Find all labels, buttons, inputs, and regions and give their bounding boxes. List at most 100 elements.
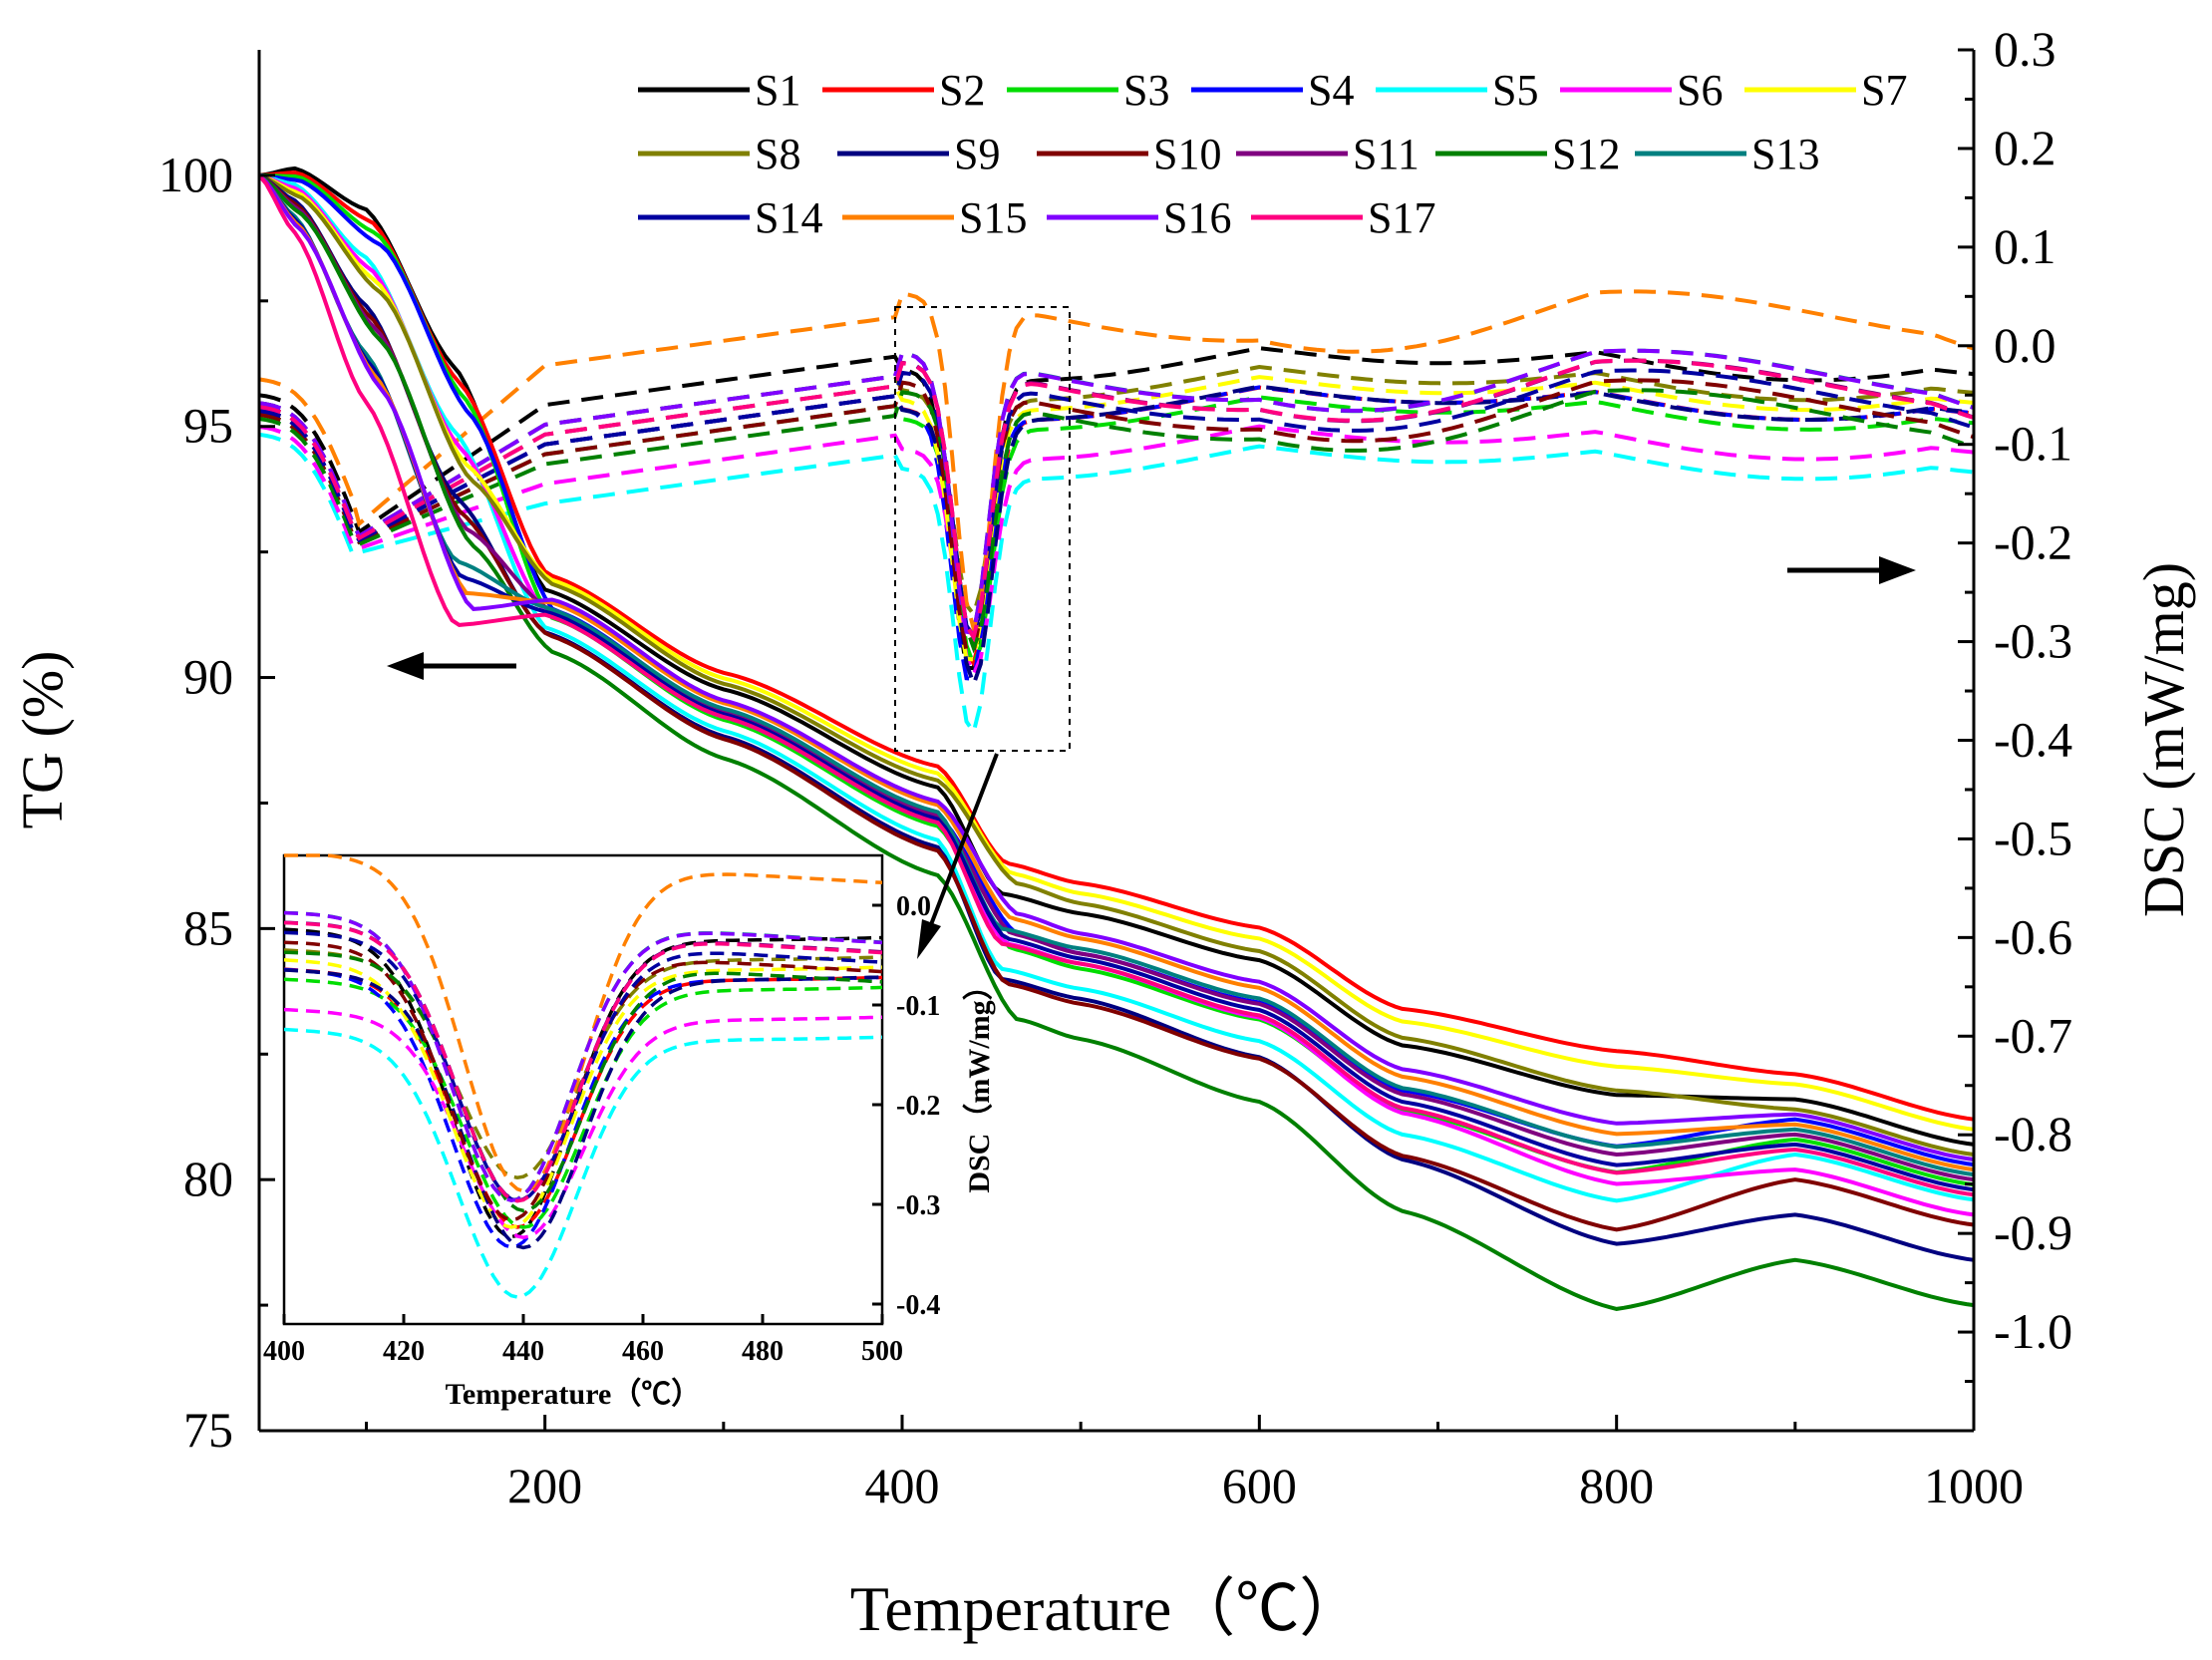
- zoom-arrow-shaft: [928, 753, 999, 928]
- left-tick-label: 80: [183, 1151, 233, 1206]
- inset-dsc-curve-s3: [283, 977, 883, 1229]
- dsc-curve-s10: [258, 378, 1975, 655]
- inset-x-tick-label: 420: [383, 1336, 425, 1367]
- tg-curve-s12: [257, 173, 1975, 1311]
- legend-label-s6: S6: [1677, 66, 1723, 115]
- dsc-curve-s6: [258, 424, 1975, 680]
- main-axes: 200 400 600 800 1000 75 80 85 90 95 100 0.3 0.2 0.1 0.…: [158, 21, 2072, 1513]
- dsc-curve-s17: [258, 358, 1975, 643]
- left-tick-label: 100: [158, 147, 233, 202]
- right-tick-label: -0.1: [1994, 416, 2072, 472]
- right-tick-label: -0.8: [1994, 1106, 2072, 1162]
- legend-label-s15: S15: [959, 193, 1027, 242]
- dsc-curve-s14: [258, 368, 1975, 642]
- inset-dsc-curve-s6: [283, 1007, 883, 1239]
- right-tick-label: 0.3: [1994, 21, 2056, 77]
- right-tick-label: 0.2: [1994, 120, 2056, 175]
- legend-label-s8: S8: [755, 130, 800, 178]
- inset-y-tick-label: -0.4: [896, 1290, 940, 1321]
- inset-y-tick-label: -0.2: [896, 1091, 940, 1122]
- inset-dsc-curve-s14: [283, 930, 883, 1203]
- right-tick-label: -0.9: [1994, 1204, 2072, 1260]
- legend-label-s16: S16: [1163, 193, 1231, 242]
- right-tick-label: -0.5: [1994, 810, 2072, 865]
- right-tick-label: -1.0: [1994, 1303, 2072, 1359]
- x-axis-title: Temperature（℃）: [850, 1573, 1363, 1644]
- inset-dsc-curve-s7: [283, 958, 883, 1229]
- inset-dsc-curve-s5: [283, 1027, 883, 1299]
- legend: S1 S2 S3 S4 S5 S6 S7 S8 S9 S10 S11 S12 S13 S14 S15 S16 S…: [638, 66, 1907, 242]
- left-tick-label: 85: [183, 899, 233, 955]
- dsc-curve-s5: [258, 432, 1975, 738]
- inset-dsc-curve-s2: [283, 967, 883, 1229]
- tg-curve-s5: [258, 172, 1975, 1203]
- right-tick-label: -0.7: [1994, 1007, 2072, 1063]
- legend-label-s4: S4: [1308, 66, 1354, 115]
- tg-curve-s8: [258, 173, 1975, 1157]
- legend-label-s9: S9: [954, 130, 1000, 178]
- right-tick-label: 0.1: [1994, 218, 2056, 274]
- inset-dsc-curves: [283, 853, 883, 1299]
- left-tick-label: 90: [183, 649, 233, 705]
- x-tick-label: 400: [865, 1458, 940, 1513]
- legend-label-s3: S3: [1123, 66, 1169, 115]
- tg-curve-s14: [257, 173, 1975, 1192]
- tg-curve-s10: [257, 173, 1975, 1232]
- right-tick-label: -0.3: [1994, 613, 2072, 669]
- zoom-arrow-head: [917, 919, 941, 959]
- inset-dsc-curve-s17: [283, 920, 883, 1203]
- right-arrow-head: [1879, 556, 1916, 584]
- right-tick-label: 0.0: [1994, 317, 2056, 373]
- inset-x-tick-label: 500: [861, 1336, 903, 1367]
- inset-y-axis-title: DSC（mW/mg）: [962, 970, 996, 1192]
- right-tick-label: -0.2: [1994, 514, 2072, 570]
- left-tick-label: 75: [183, 1402, 233, 1458]
- inset-dsc-curve-s8: [283, 948, 883, 1179]
- zoom-region-box: [894, 306, 1071, 752]
- inset-y-tick-label: 0.0: [896, 891, 931, 922]
- dsc-curve-s16: [258, 348, 1975, 636]
- legend-label-s2: S2: [939, 66, 985, 115]
- inset-x-tick-label: 440: [502, 1336, 544, 1367]
- tg-curve-s16: [257, 173, 1975, 1162]
- legend-label-s13: S13: [1751, 130, 1819, 178]
- inset-dsc-curve-s9: [283, 968, 883, 1250]
- legend-label-s11: S11: [1353, 130, 1420, 178]
- right-tick-label: -0.4: [1994, 712, 2072, 768]
- inset-x-axis-title: Temperature（℃）: [446, 1377, 702, 1411]
- dsc-curves: [258, 289, 1975, 738]
- inset-x-tick-label: 480: [742, 1336, 784, 1367]
- legend-label-s14: S14: [755, 193, 822, 242]
- inset-x-tick-label: 400: [263, 1336, 305, 1367]
- legend-label-s10: S10: [1153, 130, 1221, 178]
- right-tick-label: -0.6: [1994, 908, 2072, 964]
- x-tick-label: 600: [1222, 1458, 1297, 1513]
- left-arrow-head: [387, 652, 424, 680]
- right-axis-title: DSC (mW/mg): [2131, 562, 2196, 917]
- left-tick-label: 95: [183, 398, 233, 454]
- legend-label-s12: S12: [1552, 130, 1620, 178]
- tg-curve-s13: [257, 173, 1975, 1177]
- legend-label-s17: S17: [1368, 193, 1435, 242]
- inset-x-tick-label: 460: [622, 1336, 664, 1367]
- inset-plot: 400 420 440 460 480 500 0.0 -0.1 -0.2 -0.3 -0.4: [263, 853, 940, 1367]
- legend-label-s1: S1: [755, 66, 800, 115]
- left-axis-title: TG (%): [10, 651, 75, 830]
- x-tick-label: 800: [1579, 1458, 1654, 1513]
- tg-curve-s17: [257, 173, 1975, 1197]
- tg-curves: [257, 166, 1975, 1311]
- legend-label-s5: S5: [1492, 66, 1538, 115]
- inset-dsc-curve-s12: [283, 950, 883, 1213]
- x-tick-label: 200: [507, 1458, 582, 1513]
- axis-arrows: [387, 556, 1916, 959]
- inset-y-tick-label: -0.3: [896, 1190, 940, 1221]
- dsc-curve-s12: [258, 388, 1975, 654]
- inset-dsc-curve-s1: [283, 927, 883, 1239]
- inset-axes: 400 420 440 460 480 500 0.0 -0.1 -0.2 -0.3 -0.4: [263, 891, 940, 1367]
- tg-curve-s2: [258, 169, 1975, 1122]
- legend-label-s7: S7: [1861, 66, 1907, 115]
- dsc-curve-s15: [258, 289, 1975, 636]
- x-tick-label: 1000: [1924, 1458, 2024, 1513]
- inset-y-tick-label: -0.1: [896, 991, 940, 1022]
